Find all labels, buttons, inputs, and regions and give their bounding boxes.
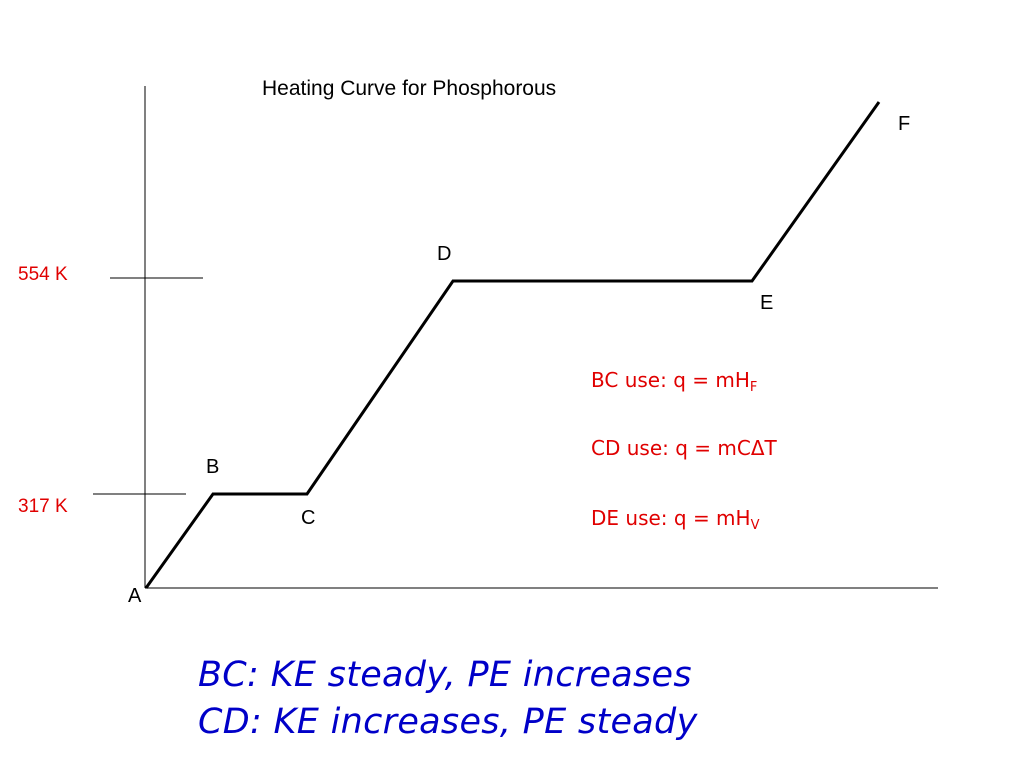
point-label-e: E [760,292,774,314]
point-label-a: A [128,585,142,607]
equation-bc-subscript: F [749,380,758,395]
equation-cd: CD use: q = mCΔT [591,436,777,460]
equation-bc: BC use: q = mHF [591,368,757,395]
equation-de: DE use: q = mHV [591,506,760,533]
chart-title: Heating Curve for Phosphorous [262,77,557,100]
heating-curve [144,101,881,589]
equation-de-text: DE use: q = mH [591,506,751,530]
temperature-label-317k: 317 K [18,496,68,517]
point-label-d: D [437,243,452,265]
note-bc: BC: KE steady, PE increases [198,655,692,695]
equation-de-subscript: V [750,518,760,533]
note-cd: CD: KE increases, PE steady [198,702,698,742]
equation-cd-text: CD use: q = mCΔT [591,436,777,460]
point-label-c: C [301,507,316,529]
point-label-b: B [206,456,220,478]
temperature-label-554k: 554 K [18,264,68,285]
point-label-f: F [898,113,911,135]
equation-bc-text: BC use: q = mH [591,368,750,392]
